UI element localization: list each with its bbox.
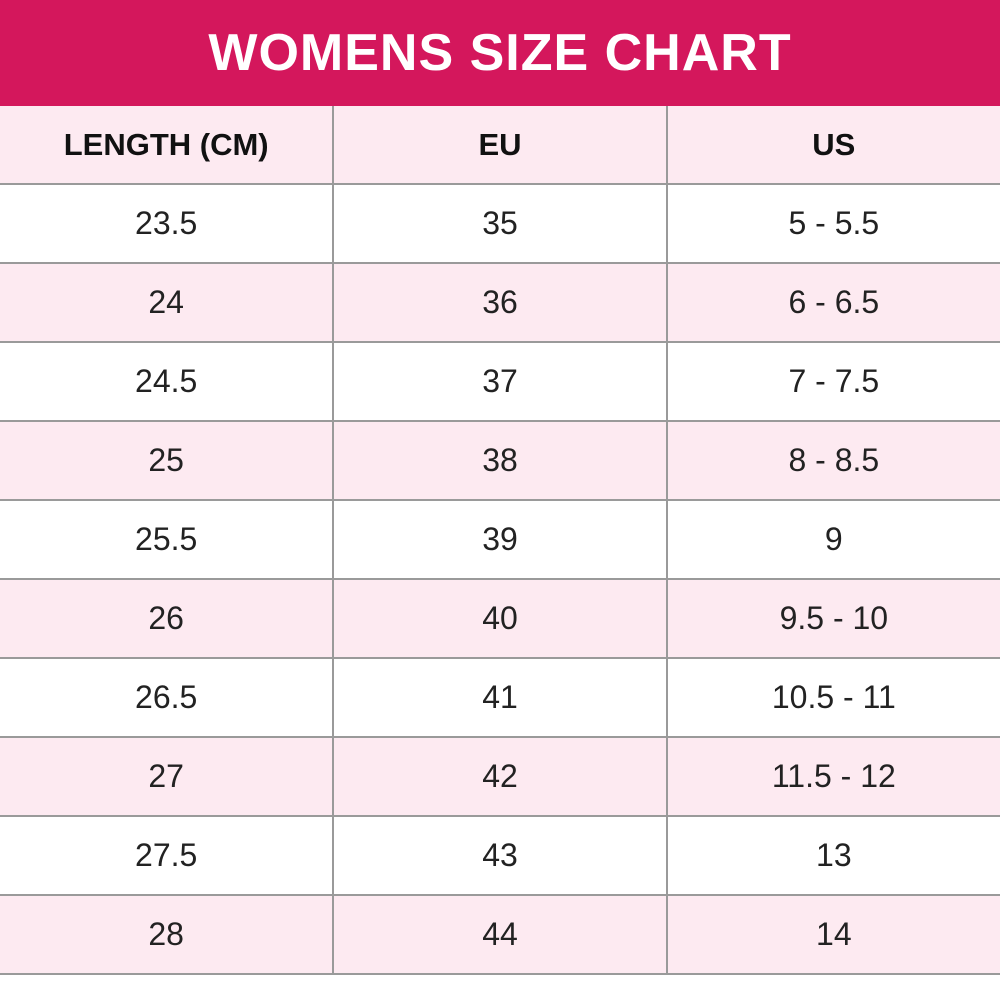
- length-cell: 24: [0, 262, 335, 343]
- table-row: 27 42 11.5 - 12: [0, 736, 1000, 817]
- table-row: 23.5 35 5 - 5.5: [0, 183, 1000, 264]
- eu-cell: 36: [332, 262, 668, 343]
- length-cell: 23.5: [0, 183, 335, 264]
- table-row: 24.5 37 7 - 7.5: [0, 341, 1000, 422]
- eu-cell: 40: [332, 578, 668, 659]
- length-cell: 27: [0, 736, 335, 817]
- column-header-eu: EU: [332, 106, 668, 185]
- length-cell: 26.5: [0, 657, 335, 738]
- table-row: 25.5 39 9: [0, 499, 1000, 580]
- us-cell: 7 - 7.5: [665, 341, 1000, 422]
- chart-title: WOMENS SIZE CHART: [0, 0, 1000, 106]
- eu-cell: 35: [332, 183, 668, 264]
- length-cell: 27.5: [0, 815, 335, 896]
- eu-cell: 44: [332, 894, 668, 975]
- table-row: 26 40 9.5 - 10: [0, 578, 1000, 659]
- length-cell: 25: [0, 420, 335, 501]
- us-cell: 13: [665, 815, 1000, 896]
- size-table: LENGTH (CM) EU US 23.5 35 5 - 5.5 24 36 6 - 6…: [0, 106, 1000, 975]
- eu-cell: 43: [332, 815, 668, 896]
- eu-cell: 38: [332, 420, 668, 501]
- table-row: 25 38 8 - 8.5: [0, 420, 1000, 501]
- length-cell: 28: [0, 894, 335, 975]
- us-cell: 6 - 6.5: [665, 262, 1000, 343]
- table-row: 26.5 41 10.5 - 11: [0, 657, 1000, 738]
- eu-cell: 39: [332, 499, 668, 580]
- header-row: LENGTH (CM) EU US: [0, 106, 1000, 185]
- us-cell: 9: [665, 499, 1000, 580]
- us-cell: 11.5 - 12: [665, 736, 1000, 817]
- length-cell: 24.5: [0, 341, 335, 422]
- us-cell: 5 - 5.5: [665, 183, 1000, 264]
- eu-cell: 37: [332, 341, 668, 422]
- us-cell: 9.5 - 10: [665, 578, 1000, 659]
- table-row: 27.5 43 13: [0, 815, 1000, 896]
- us-cell: 14: [665, 894, 1000, 975]
- column-header-length: LENGTH (CM): [0, 106, 335, 185]
- length-cell: 26: [0, 578, 335, 659]
- table-row: 28 44 14: [0, 894, 1000, 975]
- table-row: 24 36 6 - 6.5: [0, 262, 1000, 343]
- us-cell: 8 - 8.5: [665, 420, 1000, 501]
- eu-cell: 41: [332, 657, 668, 738]
- column-header-us: US: [665, 106, 1000, 185]
- eu-cell: 42: [332, 736, 668, 817]
- us-cell: 10.5 - 11: [665, 657, 1000, 738]
- length-cell: 25.5: [0, 499, 335, 580]
